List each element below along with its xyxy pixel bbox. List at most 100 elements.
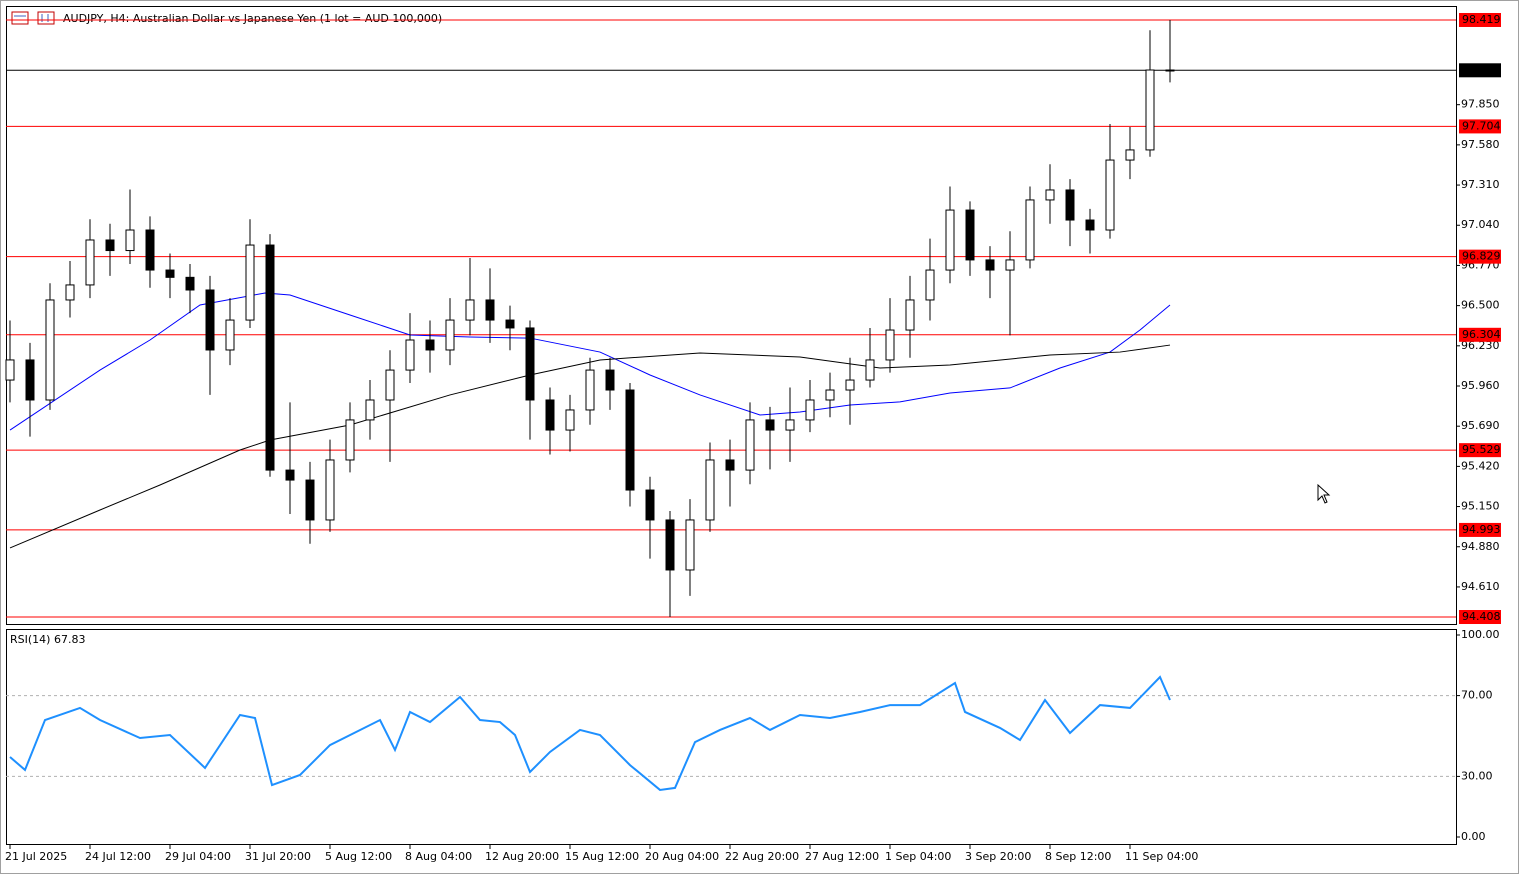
level-label: 96.304 xyxy=(1462,328,1501,341)
candle-body xyxy=(825,389,835,401)
candle-body xyxy=(585,369,595,411)
y-tick-label: 97.580 xyxy=(1461,138,1500,151)
candle-body xyxy=(385,369,395,401)
y-tick-label: 70.00 xyxy=(1461,689,1493,702)
candle-body xyxy=(425,339,435,351)
y-tick-label: 30.00 xyxy=(1461,769,1493,782)
mouse-cursor xyxy=(1317,483,1331,504)
candle-body xyxy=(1145,69,1155,151)
candle-body xyxy=(925,269,935,301)
x-tick-label: 20 Aug 04:00 xyxy=(645,850,719,863)
y-tick-label: 95.690 xyxy=(1461,419,1500,432)
level-label: 98.419 xyxy=(1462,13,1501,26)
level-label: 95.529 xyxy=(1462,443,1501,456)
candle-body xyxy=(185,276,195,291)
candle-body xyxy=(905,299,915,331)
candle-body xyxy=(1125,149,1135,161)
y-tick-label: 97.040 xyxy=(1461,218,1500,231)
candle-body xyxy=(1085,219,1095,231)
candle-body xyxy=(645,489,655,521)
moving-average xyxy=(9,292,1171,431)
x-tick-label: 11 Sep 04:00 xyxy=(1125,850,1198,863)
candle-body xyxy=(725,459,735,471)
candle-body xyxy=(545,399,555,431)
level-label: 96.829 xyxy=(1462,250,1501,263)
level-label-box xyxy=(1459,12,1501,27)
x-tick-label: 1 Sep 04:00 xyxy=(885,850,951,863)
candle-body xyxy=(485,299,495,321)
candle-body xyxy=(445,319,455,351)
x-tick-label: 8 Sep 12:00 xyxy=(1045,850,1111,863)
x-tick-label: 29 Jul 04:00 xyxy=(165,850,231,863)
candle-body xyxy=(85,239,95,286)
y-tick-label: 96.230 xyxy=(1461,339,1500,352)
candle-body xyxy=(985,259,995,271)
candle-body xyxy=(945,209,955,271)
level-label-box xyxy=(1459,119,1501,134)
candle-body xyxy=(965,209,975,261)
chart-title: AUDJPY, H4: Australian Dollar vs Japanes… xyxy=(63,12,442,25)
candle-body xyxy=(1025,199,1035,261)
candle-body xyxy=(1005,259,1015,271)
level-label-box xyxy=(1459,443,1501,458)
candle-body xyxy=(305,479,315,521)
y-tick-label: 94.880 xyxy=(1461,540,1500,553)
candle-body xyxy=(225,319,235,351)
candle-body xyxy=(1045,189,1055,201)
candle-body xyxy=(365,399,375,421)
candle-body xyxy=(525,327,535,401)
x-tick-label: 24 Jul 12:00 xyxy=(85,850,151,863)
level-label: 94.408 xyxy=(1462,610,1501,623)
candle-body xyxy=(565,409,575,431)
y-tick-label: 95.150 xyxy=(1461,500,1500,513)
candle-body xyxy=(265,244,275,471)
y-tick-label: 97.310 xyxy=(1461,178,1500,191)
candle-body xyxy=(1065,189,1075,221)
candle-body xyxy=(5,359,15,381)
y-tick-label: 100.00 xyxy=(1461,628,1500,641)
candle-body xyxy=(325,459,335,521)
candle-body xyxy=(625,389,635,491)
candle-body xyxy=(165,269,175,278)
x-tick-label: 3 Sep 20:00 xyxy=(965,850,1031,863)
candle-body xyxy=(785,419,795,431)
level-label-box xyxy=(1459,63,1501,78)
y-tick-label: 94.610 xyxy=(1461,580,1500,593)
level-label-box xyxy=(1459,610,1501,625)
candle-body xyxy=(105,239,115,252)
x-tick-label: 8 Aug 04:00 xyxy=(405,850,472,863)
x-tick-label: 31 Jul 20:00 xyxy=(245,850,311,863)
candle-body xyxy=(845,379,855,391)
candle-body xyxy=(705,459,715,521)
candle-body xyxy=(665,519,675,571)
y-tick-label: 0.00 xyxy=(1461,830,1486,843)
candle-body xyxy=(285,469,295,481)
candle-body xyxy=(605,369,615,391)
x-tick-label: 5 Aug 12:00 xyxy=(325,850,392,863)
main-panel xyxy=(6,6,1457,625)
candle-body xyxy=(505,319,515,329)
candle-body xyxy=(245,244,255,321)
y-tick-label: 96.500 xyxy=(1461,299,1500,312)
candle-body xyxy=(1165,69,1175,72)
x-tick-label: 12 Aug 20:00 xyxy=(485,850,559,863)
candle-body xyxy=(145,229,155,271)
level-label-box xyxy=(1459,522,1501,537)
candle-body xyxy=(465,299,475,321)
y-tick-label: 97.850 xyxy=(1461,98,1500,111)
x-tick-label: 15 Aug 12:00 xyxy=(565,850,639,863)
symbol-icon xyxy=(11,11,55,25)
candle-body xyxy=(865,359,875,381)
candle-body xyxy=(765,419,775,431)
rsi-panel xyxy=(6,629,1457,845)
rsi-title: RSI(14) 67.83 xyxy=(10,633,85,646)
level-label: 97.704 xyxy=(1462,119,1501,132)
candle-body xyxy=(685,519,695,571)
x-tick-label: 22 Aug 20:00 xyxy=(725,850,799,863)
candle-body xyxy=(1105,159,1115,231)
candle-body xyxy=(745,419,755,471)
x-tick-label: 21 Jul 2025 xyxy=(5,850,67,863)
candle-body xyxy=(405,339,415,371)
